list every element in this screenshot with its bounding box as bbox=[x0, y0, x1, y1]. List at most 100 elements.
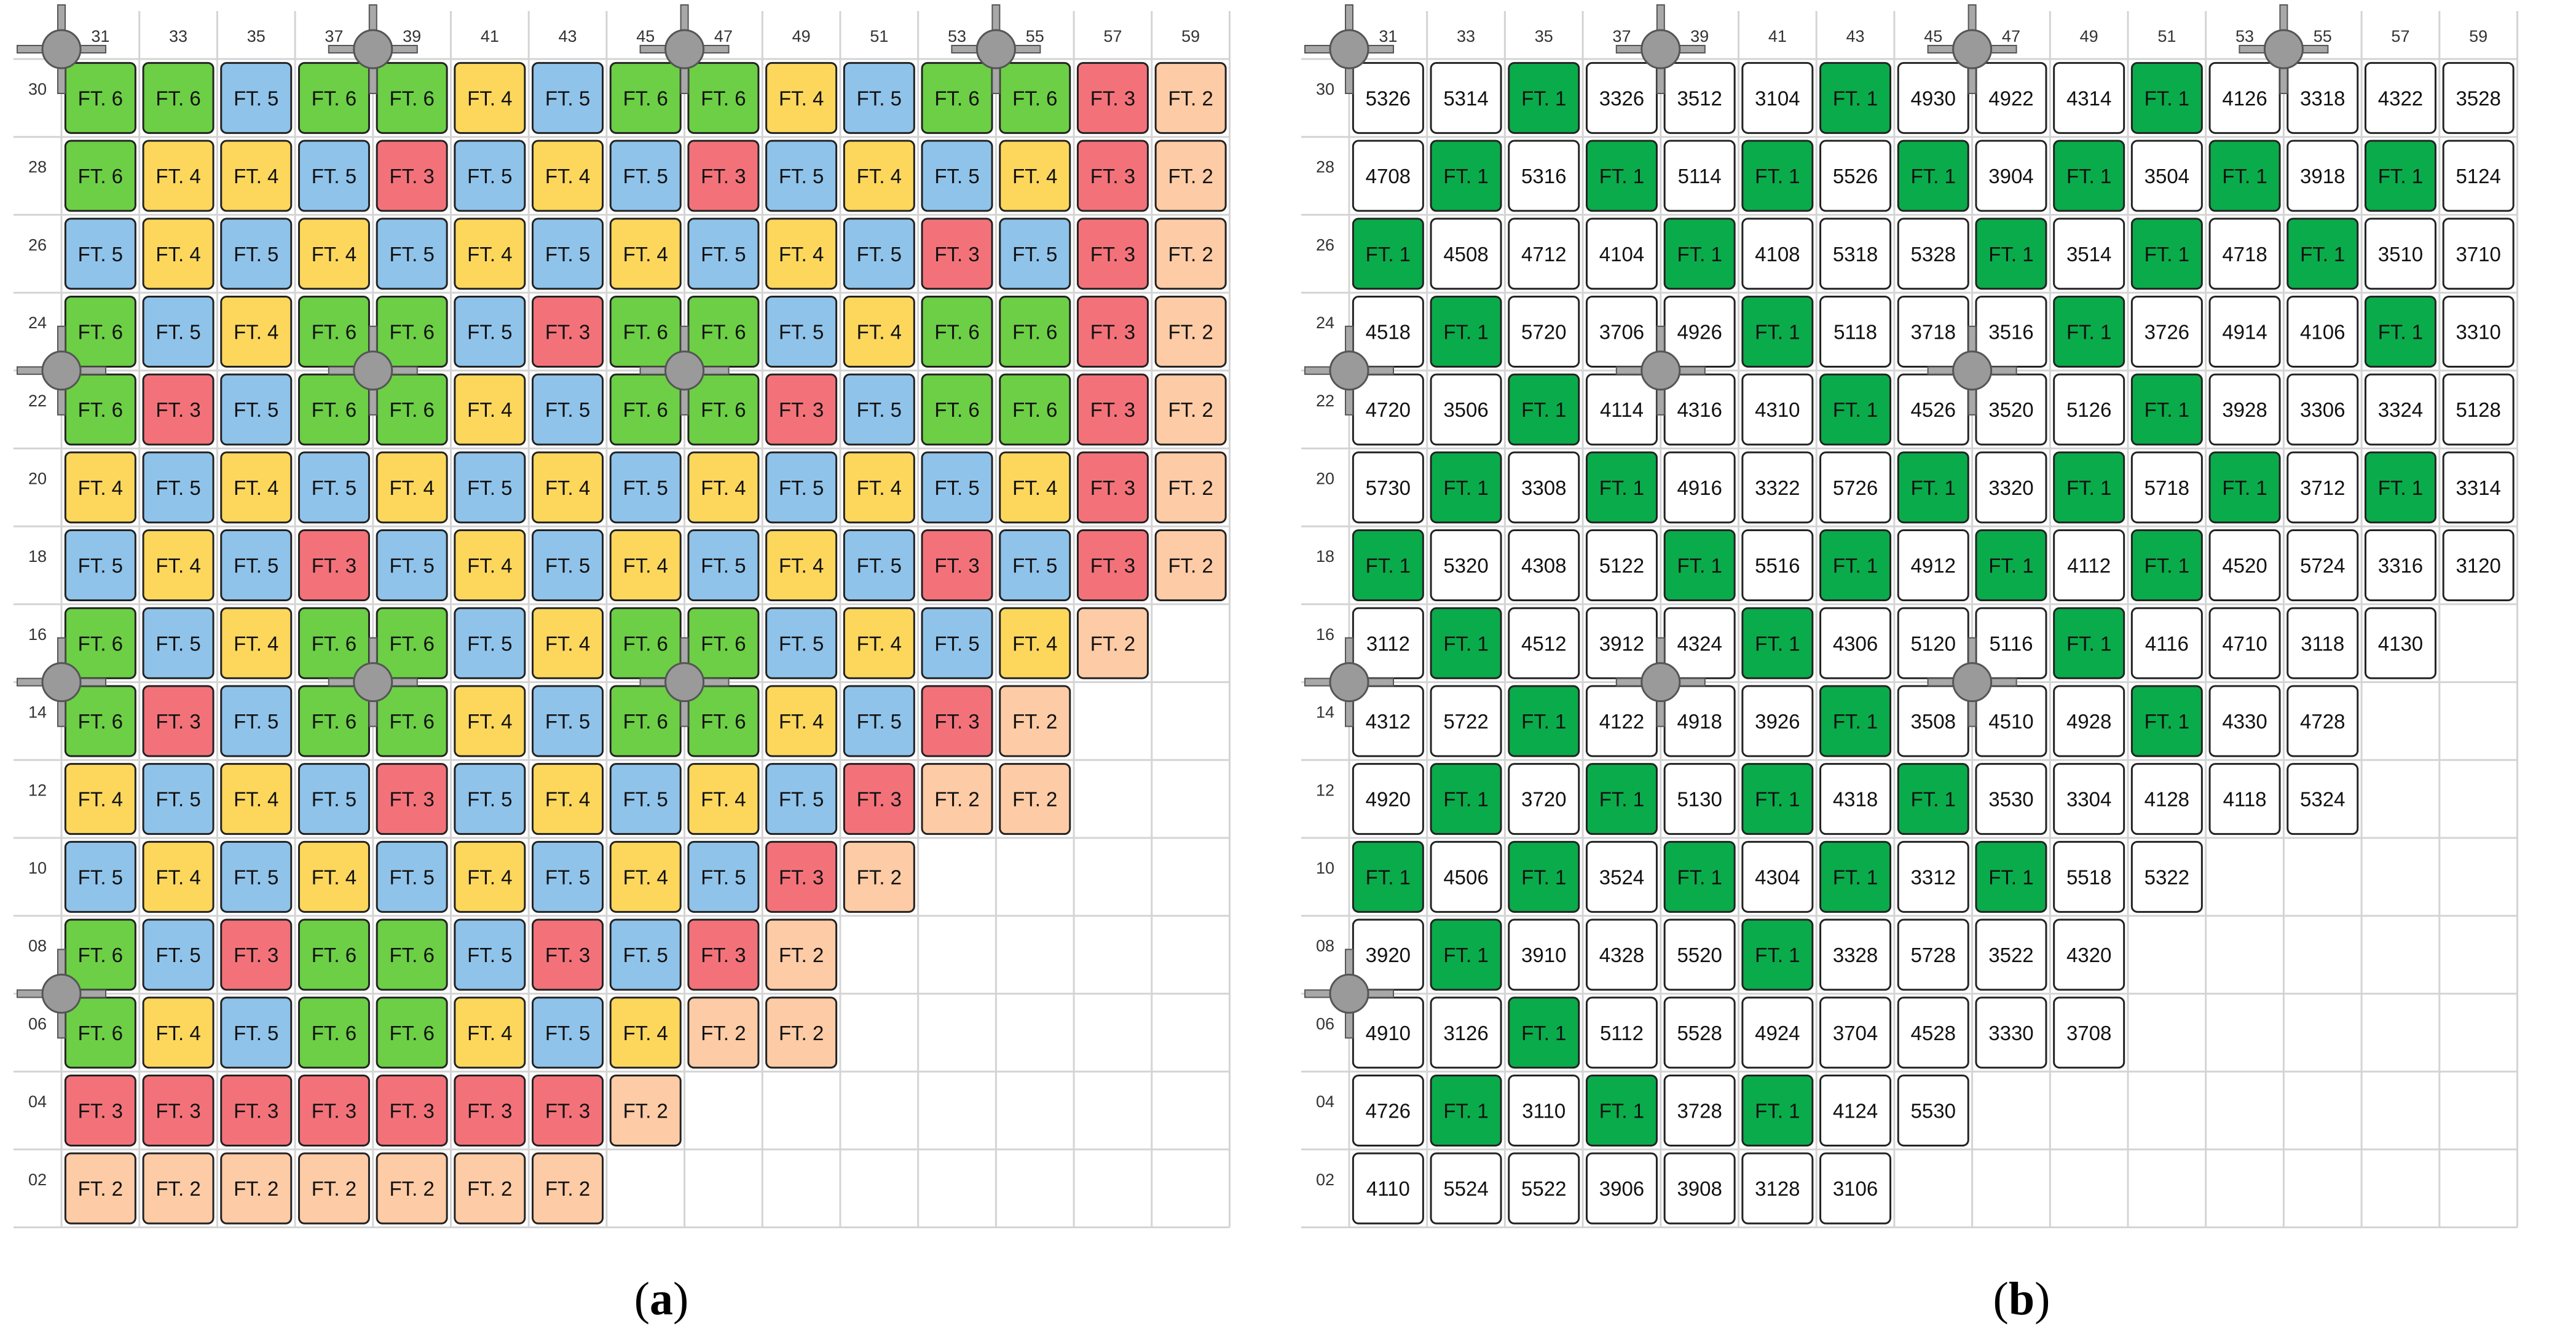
plot-cell-label: FT. 2 bbox=[623, 1099, 668, 1122]
plot-cell-label: FT. 2 bbox=[78, 1177, 123, 1200]
plot-cell-label: FT. 5 bbox=[156, 788, 200, 811]
plot-cell-label: FT. 6 bbox=[934, 398, 979, 421]
plot-cell-label: FT. 5 bbox=[545, 87, 590, 109]
plot-cell bbox=[1154, 373, 1227, 446]
plot-cell-label: FT. 3 bbox=[389, 1099, 434, 1122]
plot-cell bbox=[220, 295, 293, 368]
post-icon bbox=[328, 325, 418, 416]
plot-cell-label: 3120 bbox=[2456, 555, 2500, 577]
column-label: 43 bbox=[1846, 27, 1865, 45]
plot-cell-label: FT. 3 bbox=[234, 944, 278, 966]
plot-cell bbox=[532, 763, 604, 835]
plot-cell-label: FT. 1 bbox=[2222, 165, 2267, 187]
plot-cell-label: FT. 5 bbox=[701, 866, 746, 888]
row-label: 04 bbox=[1316, 1092, 1334, 1111]
plot-cell-label: 3318 bbox=[2300, 87, 2345, 109]
plot-cell-label: 4926 bbox=[1677, 320, 1722, 343]
plot-cell-label: 4508 bbox=[1443, 243, 1488, 266]
plot-cell-label: FT. 5 bbox=[156, 944, 200, 966]
plot-cell-label: 3508 bbox=[1911, 710, 1956, 733]
plot-cell bbox=[142, 840, 215, 913]
plot-cell-label: 4918 bbox=[1677, 710, 1722, 733]
plot-cell bbox=[1975, 140, 2047, 212]
plot-cell bbox=[2208, 140, 2281, 212]
plot-cell bbox=[1741, 451, 1814, 524]
plot-cell-label: FT. 6 bbox=[78, 165, 123, 187]
plot-cell-label: FT. 6 bbox=[312, 710, 356, 733]
row-label: 24 bbox=[28, 314, 47, 332]
plot-cell bbox=[687, 840, 760, 913]
plot-cell-label: FT. 6 bbox=[78, 710, 123, 733]
plot-cell bbox=[1352, 218, 1424, 290]
plot-cell bbox=[1741, 763, 1814, 835]
plot-cell bbox=[687, 529, 760, 602]
plot-cell-label: FT. 1 bbox=[2145, 398, 2189, 421]
plot-cell bbox=[220, 685, 293, 757]
plot-cell-label: FT. 6 bbox=[701, 87, 746, 109]
plot-cell bbox=[2364, 218, 2436, 290]
plot-cell bbox=[1741, 685, 1814, 757]
plot-cell-label: FT. 2 bbox=[779, 944, 824, 966]
plot-cell bbox=[1585, 218, 1658, 290]
plot-cell bbox=[1897, 918, 1969, 991]
plot-cell-label: FT. 5 bbox=[312, 788, 356, 811]
plot-cell bbox=[142, 140, 215, 212]
plot-cell bbox=[1975, 61, 2047, 134]
plot-cell bbox=[1741, 140, 1814, 212]
column-label: 59 bbox=[2469, 27, 2487, 45]
row-label: 22 bbox=[28, 392, 47, 410]
plot-cell-label: FT. 1 bbox=[1755, 632, 1800, 655]
plot-cell-label: 5126 bbox=[2066, 398, 2111, 421]
plot-cell bbox=[2053, 218, 2125, 290]
plot-cell bbox=[376, 1074, 448, 1147]
plot-cell bbox=[220, 607, 293, 679]
plot-cell-label: FT. 4 bbox=[857, 165, 902, 187]
plot-cell-label: FT. 1 bbox=[1521, 710, 1566, 733]
plot-cell bbox=[376, 140, 448, 212]
plot-cell bbox=[297, 840, 370, 913]
plot-cell bbox=[376, 529, 448, 602]
plot-cell-label: 3906 bbox=[1599, 1177, 1644, 1200]
plot-cell bbox=[1585, 1074, 1658, 1147]
plot-cell bbox=[999, 607, 1071, 679]
plot-cell bbox=[2208, 218, 2281, 290]
plot-cell bbox=[220, 840, 293, 913]
plot-cell-label: 3720 bbox=[1521, 788, 1566, 811]
plot-cell bbox=[376, 840, 448, 913]
grid-lines bbox=[14, 11, 1231, 1228]
plot-cell-label: FT. 5 bbox=[467, 632, 512, 655]
plot-cell-label: FT. 4 bbox=[545, 788, 590, 811]
plot-cell bbox=[142, 1074, 215, 1147]
plot-cell bbox=[843, 607, 915, 679]
column-label: 51 bbox=[2157, 27, 2176, 45]
plot-cell bbox=[2130, 685, 2203, 757]
plot-cell bbox=[1508, 685, 1580, 757]
plot-cell bbox=[609, 451, 682, 524]
plot-cell-label: FT. 3 bbox=[1090, 165, 1135, 187]
plot-cell-label: FT. 6 bbox=[389, 944, 434, 966]
plot-cell bbox=[454, 1152, 526, 1225]
plot-cell bbox=[142, 997, 215, 1069]
plot-cell bbox=[2053, 451, 2125, 524]
plot-cell bbox=[1430, 918, 1502, 991]
plot-cell-label: 3104 bbox=[1755, 87, 1800, 109]
plot-cell bbox=[2208, 61, 2281, 134]
plot-cell-label: FT. 1 bbox=[2222, 476, 2267, 499]
column-label: 57 bbox=[2391, 27, 2409, 45]
plot-cell bbox=[765, 140, 838, 212]
plot-cell-label: 4930 bbox=[1911, 87, 1956, 109]
panel-b-grid: 31 33 35 37 39 41 43 45 47 49 51 53 55 57 59 30 28 26 24 22… bbox=[1301, 4, 2518, 1228]
plot-cell bbox=[1975, 763, 2047, 835]
plot-cell bbox=[1897, 451, 1969, 524]
plot-cell bbox=[2442, 451, 2515, 524]
plot-cell-label: 5116 bbox=[1989, 632, 2033, 655]
post-icon bbox=[17, 325, 106, 416]
plot-cell bbox=[843, 218, 915, 290]
plot-cell bbox=[2286, 218, 2359, 290]
plot-cell bbox=[1663, 451, 1736, 524]
plot-cell-label: 3726 bbox=[2145, 320, 2189, 343]
plot-cell bbox=[220, 997, 293, 1069]
plot-cell-label: FT. 6 bbox=[934, 320, 979, 343]
plot-cell-label: FT. 1 bbox=[2066, 476, 2111, 499]
plot-cell bbox=[1508, 218, 1580, 290]
